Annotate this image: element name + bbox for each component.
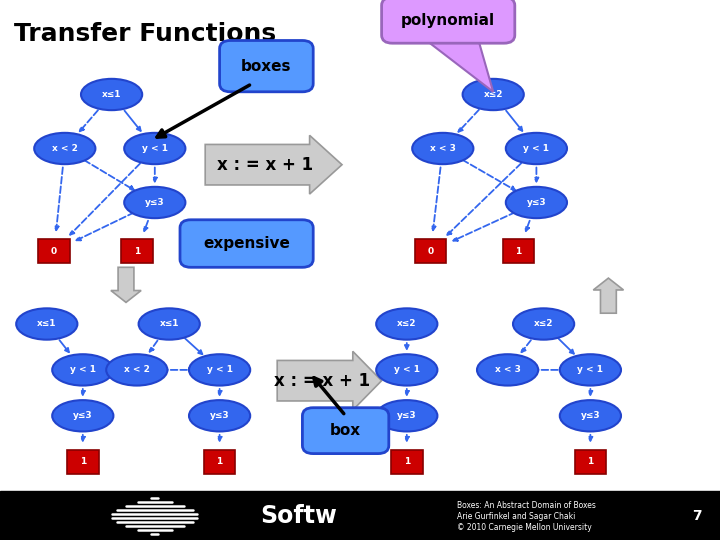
Text: x≤1: x≤1 [159, 320, 179, 328]
Text: x≤1: x≤1 [102, 90, 122, 99]
Ellipse shape [138, 308, 199, 340]
Ellipse shape [560, 400, 621, 431]
Ellipse shape [189, 400, 251, 431]
Text: x≤2: x≤2 [534, 320, 554, 328]
Text: y < 1: y < 1 [207, 366, 233, 374]
Text: y < 1: y < 1 [394, 366, 420, 374]
Text: y≤3: y≤3 [397, 411, 417, 420]
Ellipse shape [17, 308, 78, 340]
Text: x≤1: x≤1 [37, 320, 57, 328]
Text: y≤3: y≤3 [210, 411, 230, 420]
Text: Arie Gurfinkel and Sagar Chaki: Arie Gurfinkel and Sagar Chaki [457, 512, 575, 521]
FancyBboxPatch shape [121, 239, 153, 263]
Ellipse shape [52, 400, 114, 431]
Text: Transfer Functions: Transfer Functions [14, 22, 276, 45]
Ellipse shape [107, 354, 167, 386]
Ellipse shape [376, 400, 438, 431]
Text: y < 1: y < 1 [70, 366, 96, 374]
FancyBboxPatch shape [67, 450, 99, 474]
Ellipse shape [560, 354, 621, 386]
Text: 1: 1 [217, 457, 222, 466]
Text: y≤3: y≤3 [526, 198, 546, 207]
FancyBboxPatch shape [575, 450, 606, 474]
Text: boxes: boxes [241, 59, 292, 73]
FancyBboxPatch shape [0, 491, 720, 540]
Text: 7: 7 [693, 509, 702, 523]
Ellipse shape [189, 354, 251, 386]
FancyBboxPatch shape [220, 40, 313, 92]
Ellipse shape [513, 308, 575, 340]
Text: box: box [330, 423, 361, 438]
Ellipse shape [81, 79, 142, 110]
FancyArrow shape [205, 136, 342, 194]
Ellipse shape [412, 133, 474, 164]
Text: y≤3: y≤3 [580, 411, 600, 420]
FancyArrow shape [277, 352, 382, 410]
FancyBboxPatch shape [503, 239, 534, 263]
Ellipse shape [52, 354, 114, 386]
Text: x < 2: x < 2 [124, 366, 150, 374]
Ellipse shape [477, 354, 538, 386]
Ellipse shape [376, 308, 438, 340]
Text: polynomial: polynomial [401, 13, 495, 28]
Text: y < 1: y < 1 [523, 144, 549, 153]
Text: 0: 0 [428, 247, 433, 255]
Text: x < 2: x < 2 [52, 144, 78, 153]
Text: 0: 0 [51, 247, 57, 255]
Text: y≤3: y≤3 [73, 411, 93, 420]
Ellipse shape [462, 79, 524, 110]
Text: x < 3: x < 3 [495, 366, 521, 374]
FancyBboxPatch shape [415, 239, 446, 263]
Ellipse shape [125, 187, 186, 218]
Text: Softw: Softw [261, 504, 337, 528]
Text: © 2010 Carnegie Mellon University: © 2010 Carnegie Mellon University [457, 523, 592, 532]
Ellipse shape [505, 187, 567, 218]
FancyBboxPatch shape [302, 408, 389, 454]
Text: expensive: expensive [203, 236, 290, 251]
Text: x : = x + 1: x : = x + 1 [217, 156, 314, 174]
Ellipse shape [34, 133, 95, 164]
Text: 1: 1 [588, 457, 593, 466]
Text: 1: 1 [80, 457, 86, 466]
FancyBboxPatch shape [180, 220, 313, 267]
Polygon shape [419, 35, 493, 92]
Text: 1: 1 [516, 247, 521, 255]
FancyBboxPatch shape [391, 450, 423, 474]
Text: 1: 1 [404, 457, 410, 466]
Text: x < 3: x < 3 [430, 144, 456, 153]
Text: x : = x + 1: x : = x + 1 [274, 372, 370, 390]
FancyArrow shape [593, 278, 624, 313]
Text: x≤2: x≤2 [483, 90, 503, 99]
Text: 1: 1 [134, 247, 140, 255]
Ellipse shape [376, 354, 438, 386]
Text: y < 1: y < 1 [577, 366, 603, 374]
Text: x≤2: x≤2 [397, 320, 417, 328]
Text: Boxes: An Abstract Domain of Boxes: Boxes: An Abstract Domain of Boxes [457, 501, 596, 510]
Ellipse shape [505, 133, 567, 164]
Text: y≤3: y≤3 [145, 198, 165, 207]
FancyArrow shape [111, 267, 141, 302]
Ellipse shape [125, 133, 186, 164]
Text: y < 1: y < 1 [142, 144, 168, 153]
FancyBboxPatch shape [38, 239, 70, 263]
FancyBboxPatch shape [204, 450, 235, 474]
FancyBboxPatch shape [382, 0, 515, 43]
